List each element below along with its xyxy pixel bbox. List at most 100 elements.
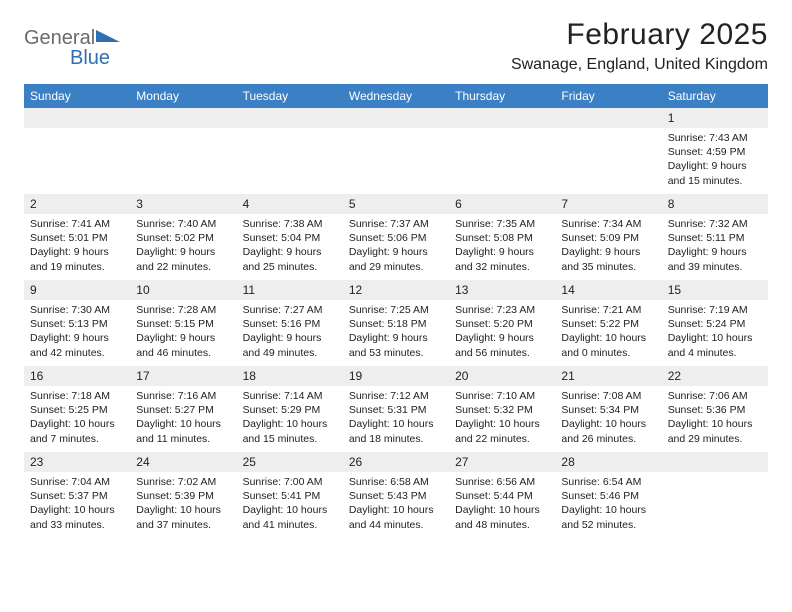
detail-line-dl2: and 33 minutes. (30, 518, 124, 532)
detail-line-dl1: Daylight: 10 hours (243, 417, 337, 431)
day-number (237, 108, 343, 128)
logo: General Blue (24, 24, 134, 68)
detail-line-sr: Sunrise: 6:58 AM (349, 475, 443, 489)
day-number (130, 108, 236, 128)
day-number (555, 108, 661, 128)
day-details: Sunrise: 7:32 AMSunset: 5:11 PMDaylight:… (662, 214, 768, 280)
detail-line-dl2: and 32 minutes. (455, 260, 549, 274)
day-number (343, 108, 449, 128)
day-number (662, 452, 768, 472)
day-details: Sunrise: 7:43 AMSunset: 4:59 PMDaylight:… (662, 128, 768, 194)
daynum-row: 232425262728 (24, 452, 768, 472)
day-details (662, 472, 768, 538)
day-details: Sunrise: 7:40 AMSunset: 5:02 PMDaylight:… (130, 214, 236, 280)
detail-line-dl2: and 56 minutes. (455, 346, 549, 360)
day-details-cell: Sunrise: 7:27 AMSunset: 5:16 PMDaylight:… (237, 300, 343, 366)
detail-line-ss: Sunset: 5:15 PM (136, 317, 230, 331)
detail-line-dl2: and 37 minutes. (136, 518, 230, 532)
detail-line-sr: Sunrise: 7:25 AM (349, 303, 443, 317)
detail-line-ss: Sunset: 4:59 PM (668, 145, 762, 159)
day-cell: 9 (24, 280, 130, 300)
detail-line-ss: Sunset: 5:18 PM (349, 317, 443, 331)
detail-line-dl2: and 15 minutes. (668, 174, 762, 188)
day-details (237, 128, 343, 194)
day-details: Sunrise: 7:08 AMSunset: 5:34 PMDaylight:… (555, 386, 661, 452)
day-details: Sunrise: 7:00 AMSunset: 5:41 PMDaylight:… (237, 472, 343, 538)
day-details: Sunrise: 7:30 AMSunset: 5:13 PMDaylight:… (24, 300, 130, 366)
day-details: Sunrise: 7:23 AMSunset: 5:20 PMDaylight:… (449, 300, 555, 366)
day-cell (555, 108, 661, 128)
day-number: 6 (449, 194, 555, 214)
day-number: 4 (237, 194, 343, 214)
detail-line-ss: Sunset: 5:27 PM (136, 403, 230, 417)
day-cell: 7 (555, 194, 661, 214)
detail-line-sr: Sunrise: 7:27 AM (243, 303, 337, 317)
detail-line-sr: Sunrise: 7:02 AM (136, 475, 230, 489)
detail-line-dl1: Daylight: 10 hours (561, 417, 655, 431)
detail-line-dl2: and 25 minutes. (243, 260, 337, 274)
detail-line-dl2: and 52 minutes. (561, 518, 655, 532)
day-details: Sunrise: 7:18 AMSunset: 5:25 PMDaylight:… (24, 386, 130, 452)
day-number: 22 (662, 366, 768, 386)
detail-line-dl2: and 53 minutes. (349, 346, 443, 360)
day-details: Sunrise: 7:37 AMSunset: 5:06 PMDaylight:… (343, 214, 449, 280)
detail-line-dl2: and 49 minutes. (243, 346, 337, 360)
detail-line-ss: Sunset: 5:16 PM (243, 317, 337, 331)
detail-line-dl2: and 48 minutes. (455, 518, 549, 532)
day-details: Sunrise: 7:04 AMSunset: 5:37 PMDaylight:… (24, 472, 130, 538)
day-details-cell: Sunrise: 6:54 AMSunset: 5:46 PMDaylight:… (555, 472, 661, 538)
day-cell: 19 (343, 366, 449, 386)
detail-line-dl2: and 46 minutes. (136, 346, 230, 360)
day-details-cell: Sunrise: 6:58 AMSunset: 5:43 PMDaylight:… (343, 472, 449, 538)
day-details-cell (662, 472, 768, 538)
day-details: Sunrise: 7:28 AMSunset: 5:15 PMDaylight:… (130, 300, 236, 366)
day-details-cell: Sunrise: 6:56 AMSunset: 5:44 PMDaylight:… (449, 472, 555, 538)
detail-line-sr: Sunrise: 6:56 AM (455, 475, 549, 489)
day-cell (237, 108, 343, 128)
day-cell: 5 (343, 194, 449, 214)
detail-line-dl1: Daylight: 9 hours (243, 331, 337, 345)
day-details-cell: Sunrise: 7:14 AMSunset: 5:29 PMDaylight:… (237, 386, 343, 452)
day-details-cell (24, 128, 130, 194)
day-details: Sunrise: 7:21 AMSunset: 5:22 PMDaylight:… (555, 300, 661, 366)
day-cell: 6 (449, 194, 555, 214)
day-details-cell: Sunrise: 7:00 AMSunset: 5:41 PMDaylight:… (237, 472, 343, 538)
day-cell: 22 (662, 366, 768, 386)
detail-line-sr: Sunrise: 7:32 AM (668, 217, 762, 231)
detail-line-ss: Sunset: 5:22 PM (561, 317, 655, 331)
detail-line-dl1: Daylight: 9 hours (455, 331, 549, 345)
detail-line-sr: Sunrise: 7:10 AM (455, 389, 549, 403)
day-number: 27 (449, 452, 555, 472)
details-row: Sunrise: 7:41 AMSunset: 5:01 PMDaylight:… (24, 214, 768, 280)
details-row: Sunrise: 7:18 AMSunset: 5:25 PMDaylight:… (24, 386, 768, 452)
day-details: Sunrise: 7:02 AMSunset: 5:39 PMDaylight:… (130, 472, 236, 538)
day-details-cell: Sunrise: 7:28 AMSunset: 5:15 PMDaylight:… (130, 300, 236, 366)
detail-line-sr: Sunrise: 7:14 AM (243, 389, 337, 403)
day-cell: 13 (449, 280, 555, 300)
daynum-row: 1 (24, 108, 768, 128)
detail-line-dl2: and 15 minutes. (243, 432, 337, 446)
day-details-cell (237, 128, 343, 194)
day-number: 23 (24, 452, 130, 472)
detail-line-dl1: Daylight: 9 hours (455, 245, 549, 259)
location: Swanage, England, United Kingdom (511, 56, 768, 74)
day-number: 10 (130, 280, 236, 300)
details-row: Sunrise: 7:30 AMSunset: 5:13 PMDaylight:… (24, 300, 768, 366)
day-cell (24, 108, 130, 128)
daynum-row: 9101112131415 (24, 280, 768, 300)
detail-line-dl1: Daylight: 10 hours (30, 417, 124, 431)
logo-text-blue: Blue (70, 47, 110, 68)
detail-line-ss: Sunset: 5:37 PM (30, 489, 124, 503)
day-number: 13 (449, 280, 555, 300)
day-number: 15 (662, 280, 768, 300)
day-number: 28 (555, 452, 661, 472)
day-cell: 12 (343, 280, 449, 300)
day-details: Sunrise: 7:25 AMSunset: 5:18 PMDaylight:… (343, 300, 449, 366)
detail-line-dl1: Daylight: 10 hours (30, 503, 124, 517)
day-details-cell (130, 128, 236, 194)
detail-line-sr: Sunrise: 7:21 AM (561, 303, 655, 317)
day-cell: 14 (555, 280, 661, 300)
detail-line-dl1: Daylight: 9 hours (668, 159, 762, 173)
day-number: 12 (343, 280, 449, 300)
detail-line-dl2: and 22 minutes. (455, 432, 549, 446)
